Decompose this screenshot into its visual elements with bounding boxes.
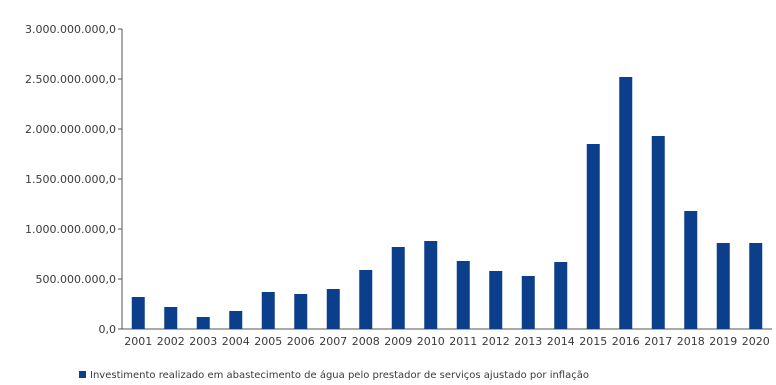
x-tick-label: 2003 [189,335,217,348]
bar-2006 [294,294,308,329]
x-tick-label: 2008 [352,335,380,348]
bar-2003 [196,317,210,329]
bar-2002 [164,307,178,329]
bar-2020 [749,243,763,329]
bar-2018 [684,211,698,329]
x-tick-label: 2017 [644,335,672,348]
legend: Investimento realizado em abastecimento … [79,369,589,381]
x-tick-label: 2014 [547,335,575,348]
x-tick-label: 2013 [514,335,542,348]
bar-2011 [456,261,470,329]
bar-2008 [359,270,373,329]
x-axis: 2001 2002 2003 2004 2005 2006 2007 2008 2009 2010… [122,328,772,348]
y-tick-label: 500.000.000,0 [36,273,116,286]
x-tick-label: 2012 [482,335,510,348]
bar-2010 [424,241,438,329]
bar-2005 [261,292,275,329]
x-tick-label: 2018 [677,335,705,348]
x-tick-label: 2006 [287,335,315,348]
x-tick-label: 2004 [222,335,250,348]
bar-2001 [131,297,145,329]
bar-2017 [651,136,665,329]
y-tick-label: 0,0 [99,323,117,336]
bar-2016 [619,77,633,329]
x-tick-label: 2016 [612,335,640,348]
x-tick-label: 2010 [417,335,445,348]
bar-2013 [521,276,535,329]
bar-2015 [586,144,600,329]
bar-2014 [554,262,568,329]
x-tick-label: 2011 [449,335,477,348]
bar-2004 [229,311,243,329]
y-tick-label: 2.500.000.000,0 [25,73,116,86]
x-tick-label: 2007 [319,335,347,348]
x-tick-label: 2001 [124,335,152,348]
y-tick-label: 3.000.000.000,0 [25,23,116,36]
x-tick-label: 2020 [742,335,770,348]
bar-2012 [489,271,503,329]
x-tick-label: 2005 [254,335,282,348]
bar-2019 [716,243,730,329]
legend-label: Investimento realizado em abastecimento … [90,369,589,381]
bar-2007 [326,289,340,329]
y-tick-label: 1.000.000.000,0 [25,223,116,236]
y-axis: 0,0 500.000.000,0 1.000.000.000,0 1.500.000… [25,23,123,336]
y-tick-label: 2.000.000.000,0 [25,123,116,136]
legend-swatch [79,371,86,378]
bars [131,77,763,329]
x-tick-label: 2015 [579,335,607,348]
x-tick-label: 2019 [709,335,737,348]
bar-2009 [391,247,405,329]
x-tick-label: 2002 [157,335,185,348]
x-tick-label: 2009 [384,335,412,348]
y-tick-label: 1.500.000.000,0 [25,173,116,186]
